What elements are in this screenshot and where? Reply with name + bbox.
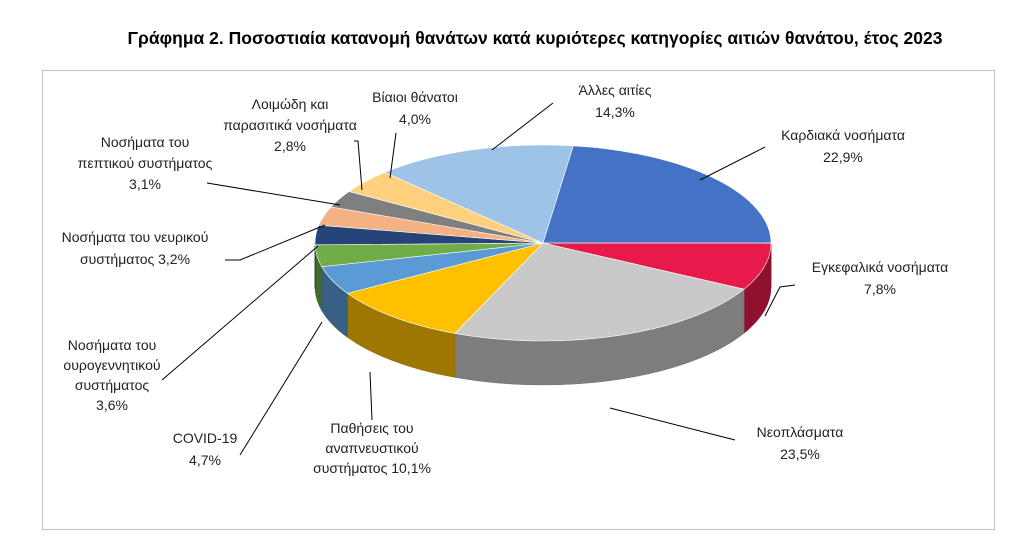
data-label: Λοιμώδη και: [252, 96, 329, 112]
chart-title: Γράφημα 2. Ποσοστιαία κατανομή θανάτων κ…: [127, 28, 943, 48]
data-label: 22,9%: [823, 149, 863, 165]
leader-line: [764, 284, 796, 317]
data-label: COVID-19: [173, 430, 238, 446]
leader-line: [609, 407, 736, 441]
data-label: 14,3%: [595, 104, 635, 120]
data-label: Εγκεφαλικά νοσήματα: [812, 259, 948, 275]
pie-slice: [542, 242, 772, 290]
data-label: Άλλες αιτίες: [578, 82, 651, 98]
data-label: 4,7%: [189, 452, 221, 468]
data-label: συστήματος 3,2%: [80, 251, 190, 267]
data-label: Καρδιακά νοσήματα: [781, 127, 905, 143]
data-label: παρασιτικά νοσήματα: [223, 117, 357, 133]
data-label: 7,8%: [864, 281, 896, 297]
data-label: Βίαιοι θάνατοι: [372, 89, 458, 105]
data-label: συστήματος: [75, 377, 150, 393]
leader-line: [206, 182, 341, 206]
leader-line: [491, 102, 554, 151]
leader-line: [699, 146, 766, 181]
data-label: Νοσήματα του νευρικού: [62, 229, 209, 245]
data-label: 3,1%: [129, 176, 161, 192]
data-label: Νοσήματα του: [101, 134, 190, 150]
data-label: συστήματος 10,1%: [313, 460, 431, 476]
pie-slice: [542, 145, 772, 244]
data-label: αναπνευστικού: [325, 440, 418, 456]
data-label: Νεοπλάσματα: [757, 424, 844, 440]
data-label: 4,0%: [399, 111, 431, 127]
leader-line: [389, 132, 397, 179]
data-label: ουρογεννητικού: [63, 357, 160, 373]
pie-slice: [346, 242, 544, 334]
pie-slice: [384, 144, 574, 244]
data-label: 23,5%: [780, 446, 820, 462]
data-label: Νοσήματα του: [68, 337, 157, 353]
leader-line: [369, 371, 373, 421]
pie-slice: [454, 242, 745, 342]
data-label: 2,8%: [274, 138, 306, 154]
leader-line: [225, 224, 326, 261]
leader-line: [161, 245, 319, 381]
data-label: Παθήσεις του: [330, 420, 413, 436]
leader-line: [239, 321, 323, 456]
chart-frame: [42, 70, 995, 530]
leader-line: [354, 140, 363, 191]
data-label: 3,6%: [96, 397, 128, 413]
data-label: πεπτικού συστήματος: [78, 155, 213, 171]
